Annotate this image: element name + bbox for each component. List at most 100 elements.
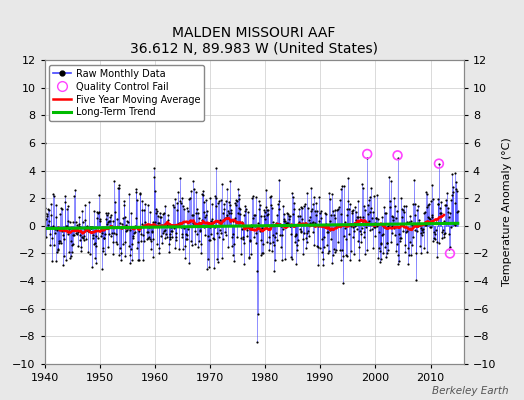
Point bbox=[345, 256, 354, 263]
Point bbox=[128, 232, 137, 239]
Point bbox=[248, 195, 256, 202]
Point bbox=[402, 228, 410, 235]
Point bbox=[361, 228, 369, 235]
Point bbox=[429, 196, 437, 202]
Point bbox=[318, 236, 326, 242]
Point bbox=[125, 242, 133, 249]
Point bbox=[419, 226, 427, 232]
Point bbox=[200, 199, 208, 205]
Point bbox=[332, 247, 340, 253]
Point bbox=[282, 224, 290, 230]
Point bbox=[134, 256, 143, 263]
Point bbox=[135, 228, 143, 234]
Point bbox=[196, 240, 205, 247]
Point bbox=[419, 229, 428, 235]
Point bbox=[218, 218, 226, 224]
Point bbox=[435, 160, 443, 167]
Point bbox=[79, 219, 87, 225]
Point bbox=[52, 258, 61, 264]
Point bbox=[443, 220, 451, 226]
Point bbox=[69, 232, 78, 238]
Point bbox=[337, 211, 345, 218]
Point bbox=[78, 234, 86, 240]
Point bbox=[184, 260, 193, 266]
Point bbox=[346, 248, 355, 255]
Point bbox=[263, 206, 271, 213]
Point bbox=[397, 194, 406, 201]
Point bbox=[83, 227, 92, 233]
Point bbox=[229, 252, 237, 258]
Point bbox=[401, 242, 409, 248]
Point bbox=[102, 209, 110, 216]
Point bbox=[348, 224, 357, 230]
Point bbox=[338, 182, 346, 189]
Point bbox=[68, 242, 77, 248]
Point bbox=[180, 225, 189, 232]
Point bbox=[46, 231, 54, 238]
Point bbox=[270, 256, 279, 263]
Point bbox=[91, 260, 100, 266]
Point bbox=[444, 214, 453, 220]
Point bbox=[245, 254, 253, 260]
Point bbox=[362, 223, 370, 230]
Point bbox=[61, 193, 69, 200]
Point bbox=[63, 206, 71, 212]
Point bbox=[385, 221, 393, 228]
Point bbox=[326, 227, 334, 234]
Point bbox=[157, 214, 166, 220]
Point bbox=[256, 213, 265, 220]
Point bbox=[314, 223, 322, 229]
Point bbox=[87, 224, 95, 230]
Point bbox=[85, 198, 93, 205]
Title: MALDEN MISSOURI AAF
36.612 N, 89.983 W (United States): MALDEN MISSOURI AAF 36.612 N, 89.983 W (… bbox=[130, 26, 378, 56]
Point bbox=[127, 210, 135, 216]
Point bbox=[316, 210, 324, 216]
Point bbox=[256, 202, 264, 208]
Point bbox=[162, 220, 170, 226]
Point bbox=[244, 255, 253, 261]
Point bbox=[386, 198, 395, 204]
Point bbox=[243, 233, 252, 239]
Point bbox=[216, 217, 224, 224]
Point bbox=[40, 209, 49, 216]
Point bbox=[324, 229, 332, 235]
Point bbox=[214, 200, 222, 206]
Point bbox=[176, 198, 184, 204]
Point bbox=[381, 210, 389, 216]
Point bbox=[56, 238, 64, 244]
Point bbox=[117, 256, 125, 263]
Point bbox=[374, 255, 382, 261]
Point bbox=[252, 193, 260, 200]
Point bbox=[391, 232, 399, 238]
Point bbox=[445, 246, 454, 252]
Point bbox=[61, 223, 70, 229]
Point bbox=[87, 224, 95, 231]
Point bbox=[228, 218, 237, 224]
Point bbox=[176, 175, 184, 181]
Point bbox=[291, 231, 300, 238]
Point bbox=[380, 244, 389, 250]
Point bbox=[278, 226, 287, 232]
Point bbox=[398, 213, 406, 220]
Point bbox=[220, 206, 228, 212]
Point bbox=[151, 219, 159, 226]
Point bbox=[86, 225, 95, 231]
Point bbox=[298, 216, 307, 222]
Point bbox=[381, 210, 390, 216]
Point bbox=[198, 216, 206, 223]
Point bbox=[260, 207, 268, 213]
Point bbox=[123, 226, 131, 233]
Point bbox=[261, 204, 270, 210]
Point bbox=[249, 234, 258, 240]
Point bbox=[64, 218, 73, 224]
Point bbox=[259, 213, 268, 219]
Point bbox=[363, 154, 372, 161]
Point bbox=[379, 250, 387, 256]
Point bbox=[133, 244, 141, 251]
Point bbox=[377, 241, 385, 247]
Point bbox=[169, 223, 177, 230]
Point bbox=[67, 253, 75, 260]
Point bbox=[297, 229, 305, 236]
Point bbox=[188, 241, 196, 248]
Point bbox=[110, 178, 118, 184]
